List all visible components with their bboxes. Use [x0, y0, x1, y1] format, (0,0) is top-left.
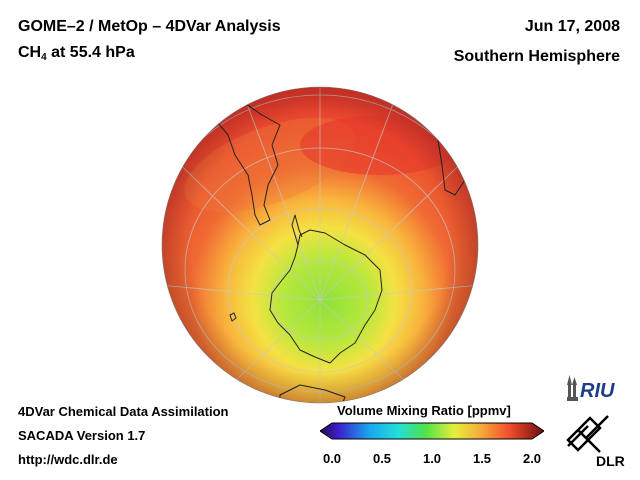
map-subtitle: CH4 at 55.4 hPa — [18, 44, 135, 63]
limb-shading — [162, 87, 478, 403]
colorbar — [320, 422, 544, 440]
dlr-emblem-icon — [566, 415, 609, 453]
cathedral-icon — [567, 375, 578, 401]
colorbar-tick-label: 0.0 — [322, 451, 342, 466]
map-title: GOME–2 / MetOp – 4DVar Analysis — [18, 18, 281, 35]
dlr-logo-text: DLR — [596, 453, 625, 469]
pressure-level: at 55.4 hPa — [46, 44, 135, 61]
colorbar-tick-label: 0.5 — [372, 451, 392, 466]
dlr-logo: DLR — [566, 415, 625, 469]
colorbar-tick-label: 1.5 — [472, 451, 492, 466]
footer-version: SACADA Version 1.7 — [18, 428, 146, 443]
footer-url: http://wdc.dlr.de — [18, 452, 118, 467]
analysis-date: Jun 17, 2008 — [524, 18, 620, 35]
colorbar-ramp — [320, 422, 544, 440]
globe-outline — [161, 86, 479, 404]
riu-logo: RIU — [567, 375, 615, 402]
riu-logo-text: RIU — [580, 380, 615, 402]
hemisphere-label: Southern Hemisphere — [453, 48, 620, 65]
polar-globe-map — [161, 86, 479, 404]
species-subscript: 4 — [41, 52, 47, 63]
colorbar-tick-label: 2.0 — [522, 451, 542, 466]
species-prefix: CH — [18, 44, 42, 61]
colorbar-title: Volume Mixing Ratio [ppmv] — [337, 403, 511, 418]
colorbar-tick-label: 1.0 — [422, 451, 442, 466]
footer-assimilation: 4DVar Chemical Data Assimilation — [18, 404, 229, 419]
